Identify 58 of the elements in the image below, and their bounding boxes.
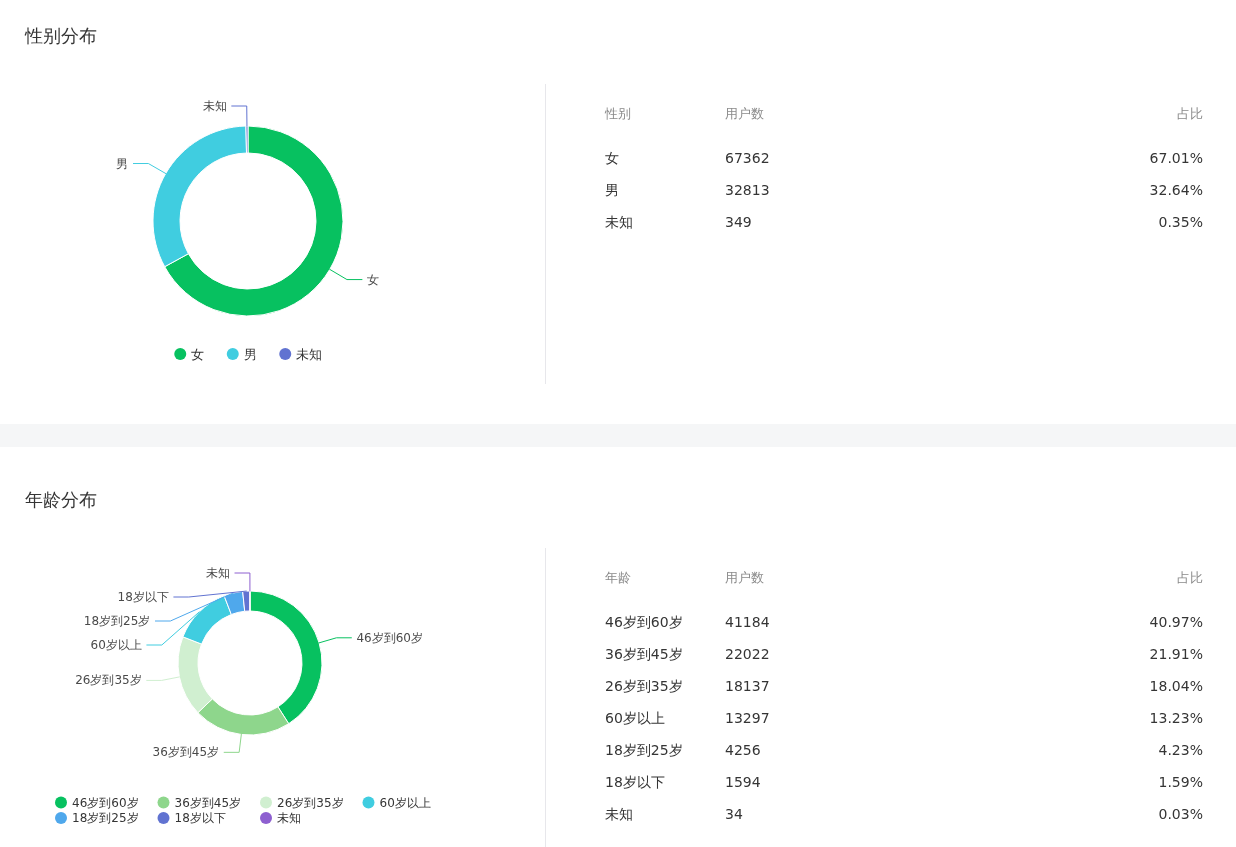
legend-label: 未知 [277,811,301,825]
table-cell: 349 [725,213,752,230]
slice-label: 36岁到45岁 [152,745,220,760]
table-header: 用户数 [725,569,764,585]
table-cell: 21.91% [1149,645,1203,662]
table-cell: 32.64% [1149,181,1203,198]
legend-label: 36岁到45岁 [174,795,242,810]
table-cell: 1594 [725,773,761,790]
table-header: 年龄 [605,569,631,585]
table-header: 占比 [1177,569,1203,585]
legend-label: 60岁以上 [379,795,431,810]
table-cell: 4.23% [1158,741,1203,758]
table-cell: 22022 [725,645,770,662]
chart-title: 性别分布 [24,24,97,46]
table-header: 占比 [1177,105,1203,121]
slice-label: 女 [366,272,379,287]
slice-label: 未知 [205,566,230,580]
chart-title: 年龄分布 [25,488,97,510]
table-cell: 41184 [725,613,770,630]
table-cell: 1.59% [1158,773,1203,790]
table-cell: 0.03% [1158,805,1203,822]
legend-label: 女 [191,346,205,362]
table-header: 用户数 [725,105,764,121]
table-cell: 46岁到60岁 [605,613,683,630]
table-cell: 未知 [605,805,633,822]
slice-label: 未知 [202,99,227,114]
table-cell: 女 [605,149,619,166]
legend-label: 26岁到35岁 [277,795,344,810]
table-cell: 4256 [725,741,761,758]
legend-label: 18岁以下 [174,811,226,825]
slice-label: 26岁到35岁 [75,673,142,688]
table-cell: 18.04% [1149,677,1203,694]
table-cell: 13.23% [1149,709,1203,726]
table-cell: 36岁到45岁 [605,645,683,662]
slice-label: 18岁以下 [117,590,169,604]
table-cell: 13297 [725,709,770,726]
table-cell: 18137 [725,677,770,694]
table-cell: 32813 [725,181,770,198]
table-cell: 未知 [605,213,633,230]
legend-label: 男 [243,346,257,362]
legend-label: 未知 [296,346,323,362]
table-cell: 男 [605,181,619,198]
table-header: 性别 [605,105,631,121]
slice-label: 60岁以上 [90,638,142,652]
slice-label: 男 [116,156,129,171]
table-cell: 67362 [725,149,770,166]
table-cell: 60岁以上 [605,709,665,726]
legend-label: 18岁到25岁 [72,811,139,825]
table-cell: 67.01% [1149,149,1203,166]
slice-label: 46岁到60岁 [356,630,423,645]
table-cell: 34 [725,805,743,822]
table-cell: 26岁到35岁 [605,677,683,694]
slice-label: 18岁到25岁 [83,614,151,628]
table-cell: 18岁以下 [605,773,665,790]
table-cell: 18岁到25岁 [605,741,683,758]
table-cell: 0.35% [1158,213,1203,230]
legend-label: 46岁到60岁 [72,795,139,810]
table-cell: 40.97% [1149,613,1203,630]
